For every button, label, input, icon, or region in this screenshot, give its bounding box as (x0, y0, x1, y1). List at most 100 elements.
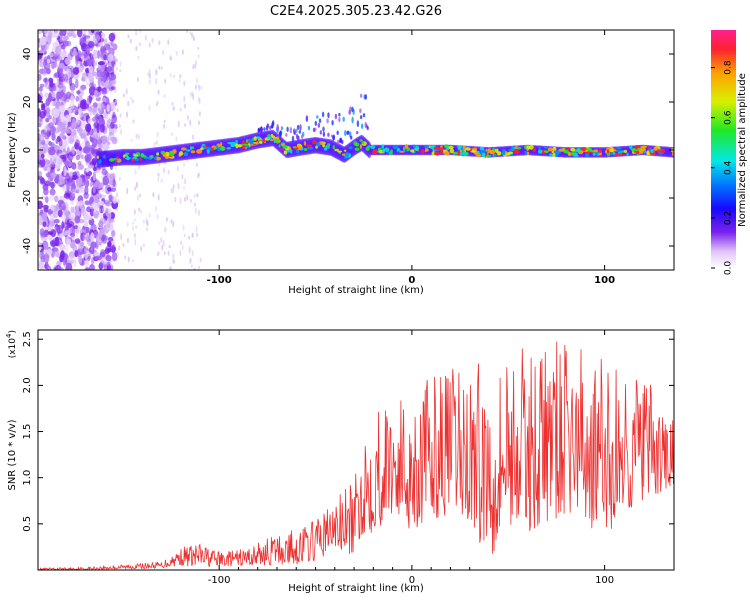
noise-cell (70, 88, 74, 97)
ridge-cell (315, 145, 318, 149)
noise-cell (99, 123, 106, 133)
ridge-cell (646, 150, 650, 156)
noise-cell (38, 242, 42, 252)
noise-cell (158, 65, 161, 70)
noise-cell (81, 77, 86, 82)
noise-cell (65, 262, 73, 270)
noise-cell (73, 257, 77, 268)
noise-cell (77, 88, 84, 98)
noise-cell (72, 171, 78, 177)
ridge-cell (249, 141, 254, 145)
ridge-cell (266, 136, 273, 139)
noise-cell (172, 186, 175, 194)
ridge-cell (132, 156, 138, 160)
noise-cell (87, 40, 95, 49)
y-tick-label: -20 (22, 190, 33, 206)
noise-cell (104, 199, 110, 205)
noise-cell (97, 49, 101, 59)
ridge-cell (457, 145, 462, 150)
noise-cell (98, 61, 105, 66)
noise-cell (135, 45, 138, 52)
noise-cell (99, 248, 105, 258)
ridge-cell (307, 146, 314, 150)
ridge-cell (276, 123, 279, 131)
ridge-cell (214, 146, 217, 150)
noise-cell (57, 82, 64, 89)
noise-cell (38, 200, 43, 210)
ridge-cell (388, 151, 393, 156)
ridge-cell (338, 116, 341, 123)
ridge-cell (303, 148, 308, 151)
noise-cell (116, 251, 119, 258)
noise-cell (116, 192, 118, 198)
ridge-cell (433, 146, 440, 151)
noise-cell (85, 226, 90, 234)
ridge-cell (276, 138, 280, 143)
noise-cell (62, 139, 68, 148)
noise-cell (47, 225, 54, 232)
ridge-cell (290, 149, 293, 154)
ridge-cell (623, 149, 628, 154)
noise-cell (48, 122, 54, 129)
noise-cell (110, 121, 115, 129)
noise-cell (106, 218, 110, 225)
noise-cell (100, 74, 107, 82)
ridge-cell (322, 143, 325, 148)
noise-cell (193, 194, 196, 198)
ridge-cell (537, 149, 543, 154)
noise-cell (48, 141, 52, 146)
noise-cell (62, 185, 67, 192)
noise-cell (70, 95, 75, 103)
ridge-cell (381, 144, 385, 149)
noise-cell (63, 166, 67, 177)
noise-cell (46, 265, 52, 270)
noise-cell (87, 164, 95, 169)
ridge-cell (190, 150, 196, 154)
noise-cell (38, 108, 41, 117)
ridge-cell (160, 150, 165, 155)
noise-cell (69, 171, 73, 179)
noise-cell (193, 267, 196, 270)
noise-cell (158, 40, 161, 46)
noise-cell (189, 257, 192, 262)
noise-cell (89, 264, 95, 270)
noise-cell (82, 33, 87, 43)
noise-cell (46, 167, 51, 172)
ridge-cell (563, 149, 570, 154)
colorbar-tick-label: 0.8 (724, 60, 734, 75)
noise-cell (66, 145, 71, 155)
noise-cell (148, 42, 151, 48)
noise-cell (186, 194, 189, 201)
noise-cell (189, 91, 192, 99)
noise-cell (186, 115, 189, 119)
noise-cell (71, 162, 77, 170)
noise-cell (171, 102, 174, 106)
noise-cell (76, 127, 84, 133)
noise-cell (191, 249, 194, 257)
noise-cell (109, 179, 113, 186)
noise-cell (43, 125, 51, 133)
x-tick-label: -100 (207, 275, 232, 286)
noise-cell (77, 226, 80, 234)
ridge-cell (425, 148, 429, 152)
noise-cell (83, 192, 89, 200)
noise-cell (39, 158, 46, 168)
noise-cell (74, 250, 78, 258)
noise-cell (155, 140, 158, 145)
noise-cell (88, 144, 96, 152)
noise-cell (59, 133, 65, 139)
noise-cell (83, 220, 89, 228)
noise-cell (94, 179, 101, 190)
noise-cell (91, 256, 95, 265)
noise-cell (92, 166, 97, 172)
ridge-cell (322, 131, 326, 137)
ridge-cell (626, 152, 629, 156)
noise-cell (51, 62, 58, 69)
y-tick-label: -40 (22, 238, 33, 254)
noise-cell (75, 57, 79, 66)
y-tick-label: 20 (22, 96, 33, 109)
noise-cell (80, 132, 86, 139)
ridge-cell (434, 151, 440, 156)
ridge-cell (360, 123, 364, 129)
ridge-cell (332, 145, 335, 150)
